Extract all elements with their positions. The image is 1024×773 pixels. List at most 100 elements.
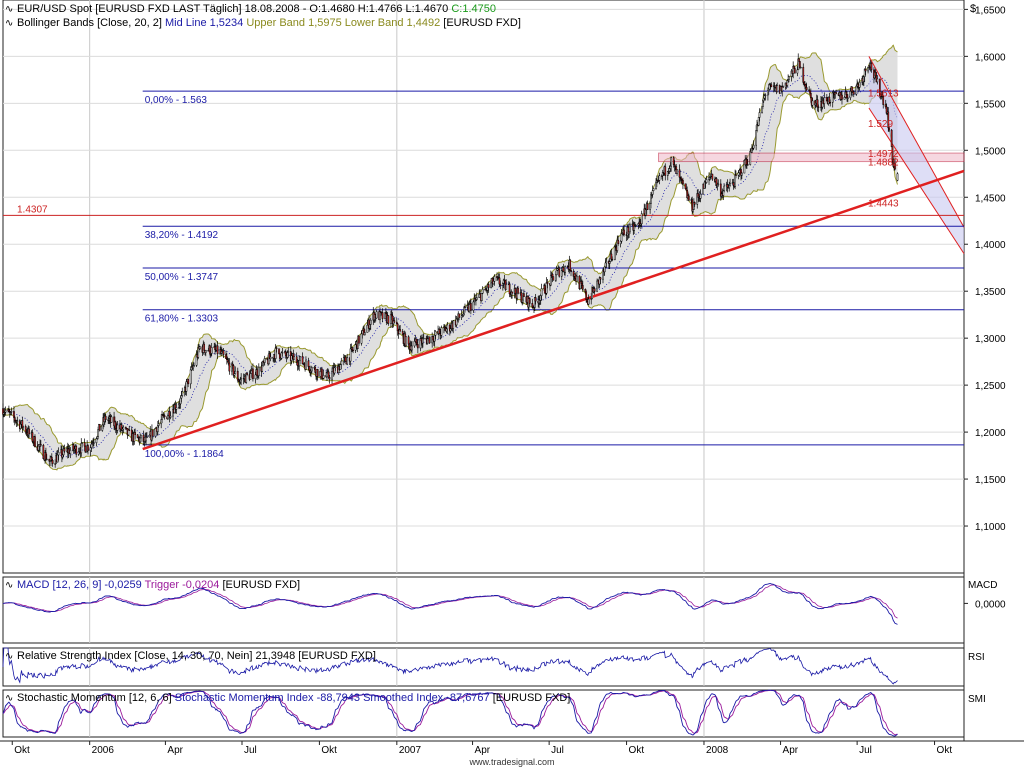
candle-body xyxy=(555,269,558,276)
candle-body xyxy=(593,288,596,292)
candle-body xyxy=(413,341,416,347)
candle-body xyxy=(63,448,66,452)
candle-body xyxy=(346,357,349,365)
candle-body xyxy=(682,180,684,185)
candle-body xyxy=(576,275,578,282)
x-tick-label: Okt xyxy=(321,745,337,756)
resistance-channel-upper xyxy=(868,56,965,228)
candle-body xyxy=(134,432,136,435)
candle-body xyxy=(375,311,378,319)
candle-body xyxy=(366,324,369,333)
candle-body xyxy=(95,438,98,443)
candle-body xyxy=(746,164,749,166)
candle-body xyxy=(610,253,613,260)
candle-body xyxy=(546,282,549,284)
candle-body xyxy=(458,313,460,318)
x-tick-label: Okt xyxy=(937,745,953,756)
candle-body xyxy=(210,347,213,354)
candle-body xyxy=(438,329,441,335)
candle-body xyxy=(788,76,790,80)
candle-body xyxy=(896,173,899,181)
candle-body xyxy=(31,432,34,442)
smi-panel xyxy=(2,689,965,738)
line-chart-icon: ∿ xyxy=(5,580,14,591)
candle-body xyxy=(481,288,484,294)
candle-body xyxy=(209,345,211,355)
candle-body xyxy=(613,246,616,261)
candle-body xyxy=(581,283,583,286)
candle-body xyxy=(93,442,95,444)
candle-body xyxy=(240,377,242,381)
candle-body xyxy=(417,344,419,349)
candle-body xyxy=(287,351,290,353)
candle-body xyxy=(278,348,280,355)
candle-body xyxy=(805,87,808,90)
candle-body xyxy=(83,442,86,447)
candle-body xyxy=(314,367,317,373)
candle-body xyxy=(560,270,563,277)
candle-body xyxy=(523,293,525,297)
candle-body xyxy=(620,233,623,242)
candle-body xyxy=(855,85,858,95)
candle-body xyxy=(678,169,681,178)
candle-body xyxy=(136,434,139,438)
candle-body xyxy=(440,327,443,336)
candle-body xyxy=(445,328,448,332)
candle-body xyxy=(114,421,117,429)
candle-body xyxy=(746,159,748,165)
candle-body xyxy=(101,424,104,431)
candle-body xyxy=(809,93,812,98)
candle-body xyxy=(737,172,740,176)
y-tick-label: 1,3500 xyxy=(975,287,1006,298)
candle-body xyxy=(381,312,384,319)
resistance-channel-lower xyxy=(868,107,965,254)
y-tick-label: 1,1500 xyxy=(975,475,1006,486)
bollinger-suffix: [EURUSD FXD] xyxy=(443,17,521,29)
candle-body xyxy=(45,452,47,460)
candle-body xyxy=(794,68,796,74)
candle-body xyxy=(249,373,252,380)
candle-body xyxy=(257,366,260,376)
candle-body xyxy=(852,91,855,95)
fibonacci-level-label: 61,80% - 1.3303 xyxy=(145,314,219,325)
candle-body xyxy=(604,262,607,268)
consolidation-box xyxy=(658,152,965,163)
fibonacci-level-label: 50,00% - 1.3747 xyxy=(145,272,219,283)
candle-body xyxy=(468,304,471,312)
fibonacci-level-label: 100,00% - 1.1864 xyxy=(145,449,224,460)
horizontal-level-label: 1.4307 xyxy=(17,204,48,215)
y-tick-label: 1,4000 xyxy=(975,240,1006,251)
candle-body xyxy=(740,172,743,176)
candle-body xyxy=(180,395,183,399)
candle-body xyxy=(693,202,696,205)
candle-body xyxy=(334,366,337,369)
candle-body xyxy=(634,224,637,227)
candle-body xyxy=(517,287,519,294)
candle-body xyxy=(69,449,72,455)
candle-body xyxy=(755,130,757,146)
candle-body xyxy=(401,330,404,335)
candle-body xyxy=(664,166,667,176)
candle-body xyxy=(867,67,869,72)
candle-body xyxy=(193,365,195,367)
candle-body xyxy=(321,368,323,379)
y-tick-label: 1,3000 xyxy=(975,334,1006,345)
candle-body xyxy=(156,425,159,432)
candle-body xyxy=(863,76,865,82)
candle-body xyxy=(203,343,205,351)
candle-body xyxy=(735,174,737,176)
candle-body xyxy=(798,58,800,62)
candle-body xyxy=(411,345,413,351)
candle-body xyxy=(227,361,230,364)
candle-body xyxy=(811,100,814,106)
candle-body xyxy=(723,185,726,192)
y-tick-label: 1,6000 xyxy=(975,52,1006,63)
candle-body xyxy=(57,451,60,456)
candle-body xyxy=(326,372,328,378)
candle-body xyxy=(216,345,219,355)
candle-body xyxy=(890,129,893,147)
candle-body xyxy=(433,334,436,342)
candle-body xyxy=(655,181,657,189)
